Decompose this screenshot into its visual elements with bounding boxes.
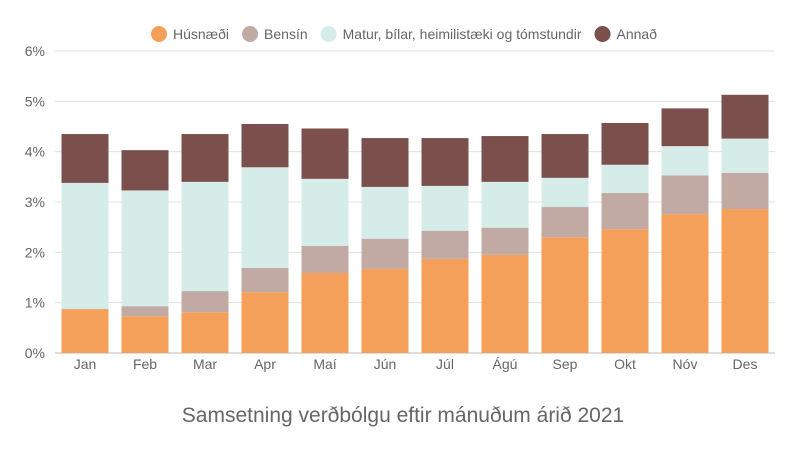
bar-segment-3 bbox=[301, 178, 349, 246]
bar-segment-4 bbox=[61, 134, 109, 183]
bar-segment-3 bbox=[181, 181, 229, 292]
bar-segment-1 bbox=[301, 272, 349, 353]
legend-swatch bbox=[151, 26, 167, 42]
bar-segment-1 bbox=[361, 268, 409, 353]
x-tick-label: Apr bbox=[254, 356, 276, 372]
bar-segment-3 bbox=[661, 146, 709, 176]
bar-segment-2 bbox=[541, 207, 589, 238]
bar-segment-4 bbox=[721, 94, 769, 139]
bar-segment-1 bbox=[721, 209, 769, 353]
bar-segment-1 bbox=[421, 258, 469, 353]
x-tick-label: Feb bbox=[133, 356, 157, 372]
bar-segment-4 bbox=[601, 122, 649, 165]
legend-label: Bensín bbox=[264, 26, 308, 42]
bar-segment-2 bbox=[661, 175, 709, 215]
chart-title: Samsetning verðbólgu eftir mánuðum árið … bbox=[182, 404, 624, 427]
legend-label: Matur, bílar, heimilistæki og tómstundir bbox=[343, 26, 582, 42]
x-tick-label: Sep bbox=[553, 356, 578, 372]
y-axis-ticks: 0% 1% 2% 3% 4% 5% 6% bbox=[25, 43, 45, 361]
x-tick-label: Okt bbox=[614, 356, 636, 372]
bar-segment-3 bbox=[481, 181, 529, 228]
x-tick-label: Maí bbox=[313, 356, 336, 372]
legend-swatch bbox=[242, 26, 259, 42]
bar-segment-1 bbox=[481, 254, 529, 353]
bar-segment-1 bbox=[241, 292, 289, 353]
bar-segment-2 bbox=[481, 227, 529, 255]
x-tick-label: Júl bbox=[436, 356, 454, 372]
legend-item[interactable]: Annað bbox=[594, 26, 658, 42]
x-tick-label: Mar bbox=[193, 356, 217, 372]
x-tick-label: Des bbox=[733, 356, 758, 372]
bar-segment-1 bbox=[601, 229, 649, 353]
y-tick-label: 2% bbox=[25, 244, 45, 260]
bar-segment-2 bbox=[301, 245, 349, 273]
y-tick-label: 1% bbox=[25, 295, 45, 311]
bar-segment-2 bbox=[721, 172, 769, 210]
bar-segment-3 bbox=[421, 185, 469, 231]
legend: Húsnæði Bensín Matur, bílar, heimilistæki … bbox=[151, 26, 657, 42]
y-tick-label: 6% bbox=[25, 43, 45, 59]
bar-segment-1 bbox=[121, 316, 169, 353]
bar-segment-2 bbox=[421, 230, 469, 259]
legend-swatch bbox=[320, 26, 337, 42]
legend-item[interactable]: Bensín bbox=[242, 26, 308, 42]
bar-segment-3 bbox=[121, 190, 169, 307]
y-tick-label: 4% bbox=[25, 144, 45, 160]
x-tick-label: Ágú bbox=[493, 356, 518, 372]
bar-segment-4 bbox=[361, 138, 409, 187]
legend-item[interactable]: Húsnæði bbox=[151, 26, 229, 42]
bar-segment-2 bbox=[241, 267, 289, 293]
bar-segment-2 bbox=[61, 308, 109, 310]
gridlines bbox=[55, 50, 775, 354]
bar-segment-3 bbox=[721, 138, 769, 173]
legend-swatch bbox=[594, 26, 611, 42]
bar-segment-4 bbox=[121, 150, 169, 191]
x-axis-ticks: Jan Feb Mar Apr Maí Jún Júl Ágú Sep Okt Nóv Des bbox=[74, 356, 758, 372]
bar-segment-1 bbox=[661, 214, 709, 353]
bar-segment-3 bbox=[241, 167, 289, 268]
bar-segment-2 bbox=[361, 238, 409, 269]
y-tick-label: 3% bbox=[25, 194, 45, 210]
bar-segment-2 bbox=[121, 306, 169, 317]
bar-segment-4 bbox=[661, 108, 709, 147]
bar-segment-1 bbox=[181, 312, 229, 353]
bars bbox=[61, 94, 769, 353]
bar-segment-3 bbox=[61, 182, 109, 309]
legend-item[interactable]: Matur, bílar, heimilistæki og tómstundir bbox=[320, 26, 582, 42]
bar-segment-3 bbox=[541, 177, 589, 208]
legend-label: Húsnæði bbox=[173, 26, 229, 42]
bar-segment-1 bbox=[541, 237, 589, 353]
x-tick-label: Jún bbox=[374, 356, 397, 372]
y-tick-label: 5% bbox=[25, 93, 45, 109]
bar-segment-2 bbox=[181, 291, 229, 313]
bar-segment-3 bbox=[601, 164, 649, 193]
bar-segment-4 bbox=[241, 123, 289, 168]
bar-segment-4 bbox=[481, 136, 529, 182]
bar-segment-1 bbox=[61, 309, 109, 353]
bar-segment-4 bbox=[421, 138, 469, 186]
legend-label: Annað bbox=[617, 26, 658, 42]
bar-segment-2 bbox=[601, 192, 649, 230]
bar-segment-4 bbox=[541, 134, 589, 178]
bar-segment-3 bbox=[361, 186, 409, 239]
x-tick-label: Jan bbox=[74, 356, 97, 372]
y-tick-label: 0% bbox=[25, 345, 45, 361]
bar-segment-4 bbox=[301, 128, 349, 179]
x-tick-label: Nóv bbox=[673, 356, 698, 372]
bar-segment-4 bbox=[181, 134, 229, 182]
